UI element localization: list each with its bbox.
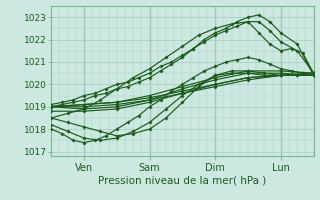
X-axis label: Pression niveau de la mer( hPa ): Pression niveau de la mer( hPa ) xyxy=(98,176,267,186)
